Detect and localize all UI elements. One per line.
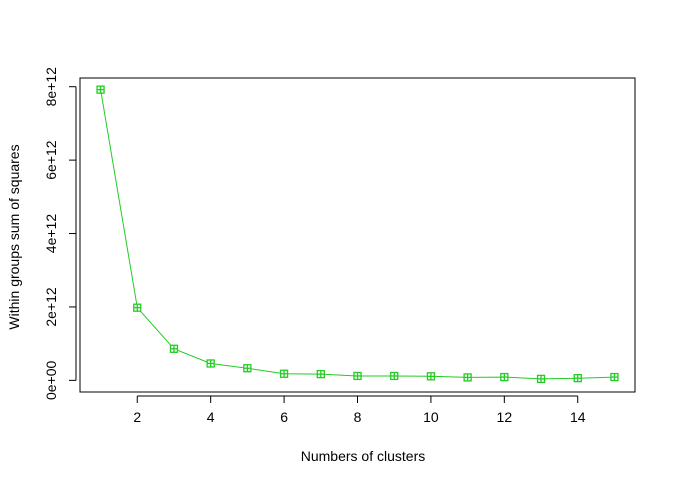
x-tick-label: 6: [280, 409, 288, 425]
data-point: [573, 374, 582, 383]
data-point: [96, 85, 105, 94]
data-point: [316, 369, 325, 379]
y-tick-label: 8e+12: [43, 67, 59, 107]
data-point: [206, 359, 215, 368]
y-tick-label: 4e+12: [43, 214, 59, 254]
data-point: [463, 373, 472, 382]
data-point: [279, 369, 289, 378]
y-tick-label: 2e+12: [43, 287, 59, 327]
y-axis: 0e+00 2e+12 4e+12 6e+12 8e+12: [43, 67, 77, 400]
plot-frame: [79, 77, 636, 393]
data-point: [133, 303, 142, 312]
x-tick-label: 12: [497, 409, 513, 425]
data-point: [169, 344, 179, 353]
data-point: [426, 372, 436, 381]
x-axis: 2 4 6 8 10 12 14: [133, 395, 586, 425]
x-tick-label: 2: [133, 409, 141, 425]
series-layer: [96, 85, 619, 384]
y-tick-label: 0e+00: [43, 360, 59, 400]
x-tick-label: 10: [423, 409, 439, 425]
data-point: [390, 371, 399, 381]
data-point: [353, 371, 362, 381]
y-tick-label: 6e+12: [43, 140, 59, 180]
x-tick-label: 14: [570, 409, 586, 425]
series-line: [100, 89, 615, 380]
data-point: [610, 372, 619, 382]
x-tick-label: 8: [354, 409, 362, 425]
data-point: [500, 372, 509, 382]
x-axis-label: Numbers of clusters: [301, 448, 425, 464]
x-tick-label: 4: [207, 409, 215, 425]
y-axis-label: Within groups sum of squares: [6, 144, 22, 329]
data-point: [536, 374, 546, 384]
data-point: [243, 364, 252, 373]
